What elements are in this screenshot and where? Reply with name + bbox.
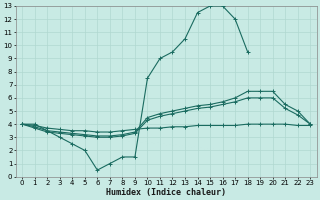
X-axis label: Humidex (Indice chaleur): Humidex (Indice chaleur) bbox=[106, 188, 226, 197]
